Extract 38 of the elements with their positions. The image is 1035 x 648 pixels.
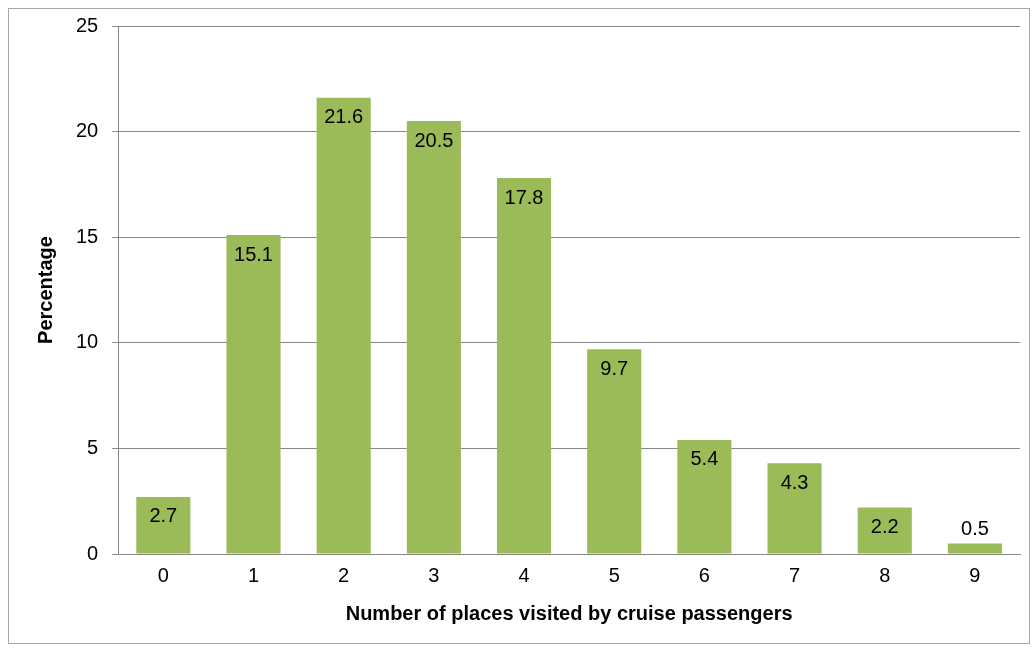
x-tick-label: 4 bbox=[518, 563, 530, 586]
bar bbox=[226, 235, 281, 554]
data-label: 4.3 bbox=[780, 470, 809, 493]
data-label: 5.4 bbox=[690, 447, 719, 470]
x-tick-label: 2 bbox=[338, 563, 350, 586]
x-tick-label: 8 bbox=[879, 563, 891, 586]
bar bbox=[767, 463, 822, 554]
y-tick-label: 15 bbox=[76, 224, 99, 247]
data-label: 15.1 bbox=[234, 242, 273, 265]
bar bbox=[496, 178, 552, 554]
y-tick-label: 0 bbox=[87, 541, 99, 564]
data-label: 2.2 bbox=[870, 515, 899, 538]
x-tick-label: 9 bbox=[969, 563, 981, 586]
bar bbox=[587, 349, 642, 554]
x-tick-label: 7 bbox=[789, 563, 801, 586]
x-tick-label: 5 bbox=[608, 563, 620, 586]
y-tick-label: 10 bbox=[76, 330, 99, 353]
y-tick-label: 20 bbox=[76, 119, 99, 142]
y-tick-label: 5 bbox=[87, 435, 99, 458]
x-tick-label: 3 bbox=[428, 563, 440, 586]
x-tick-label: 1 bbox=[247, 563, 260, 586]
bar bbox=[316, 97, 371, 554]
data-label: 0.5 bbox=[961, 516, 989, 539]
y-tick-label: 25 bbox=[76, 13, 99, 36]
x-tick-label: 6 bbox=[698, 563, 710, 586]
bar bbox=[136, 496, 191, 554]
bar bbox=[406, 121, 461, 554]
x-tick-label: 0 bbox=[157, 563, 169, 586]
data-label: 2.7 bbox=[149, 504, 178, 527]
bar bbox=[857, 507, 912, 554]
x-axis-title: Number of places visited by cruise passengers bbox=[345, 601, 793, 624]
data-label: 17.8 bbox=[504, 185, 544, 208]
data-label: 20.5 bbox=[414, 128, 454, 151]
data-label: 9.7 bbox=[600, 356, 629, 379]
bar bbox=[947, 543, 1002, 554]
bar bbox=[677, 439, 732, 554]
data-label: 21.6 bbox=[324, 105, 364, 128]
y-axis-title: Percentage bbox=[33, 236, 56, 344]
